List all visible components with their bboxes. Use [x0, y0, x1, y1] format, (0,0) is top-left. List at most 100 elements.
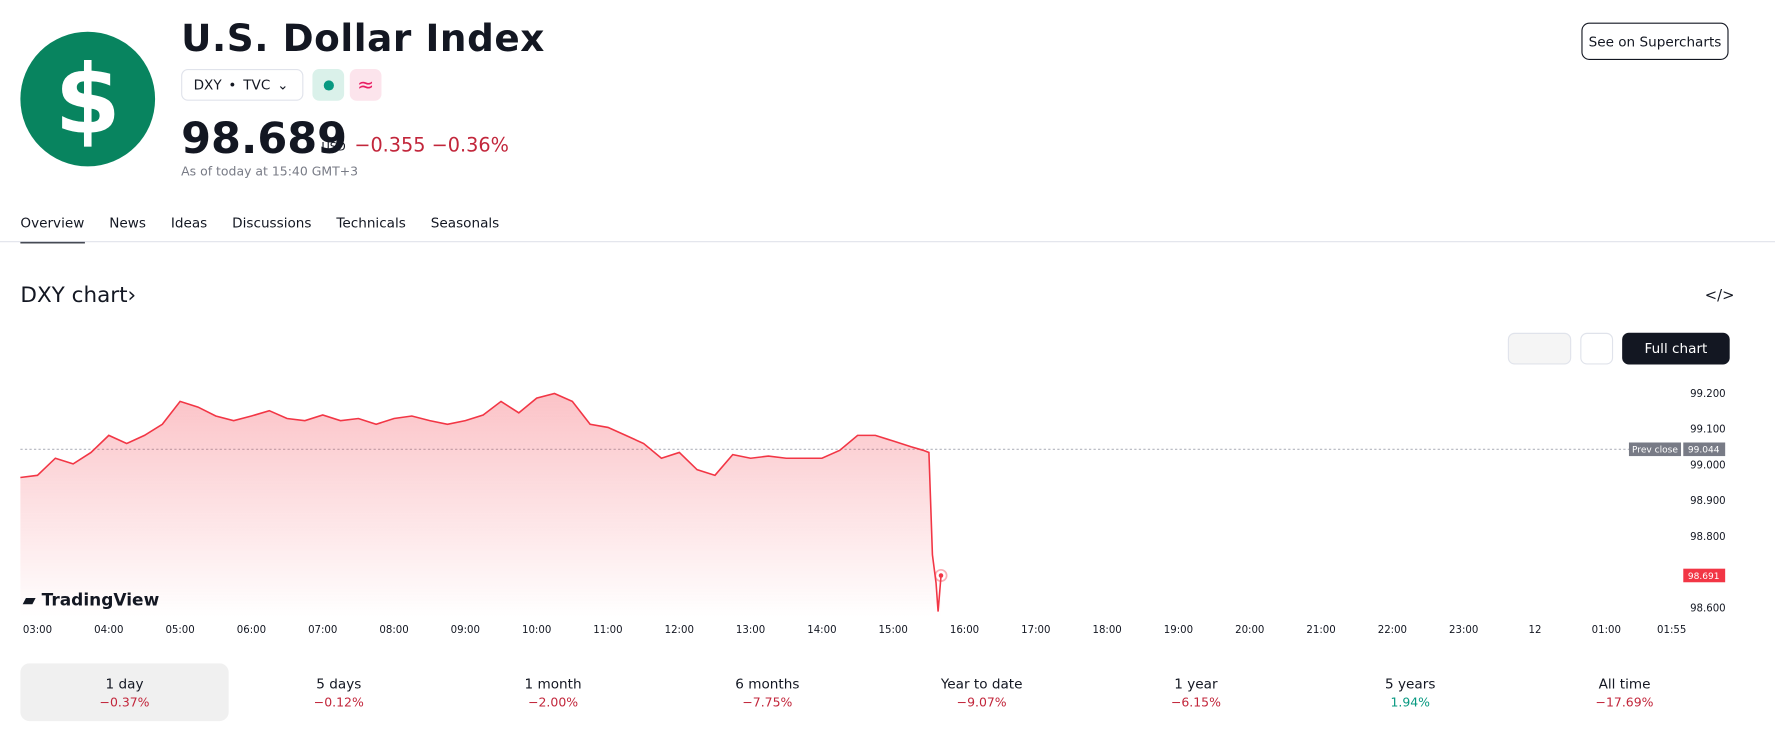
x-tick-label: 16:00: [950, 625, 979, 636]
chevron: ⌄: [277, 76, 289, 93]
chart-title-link[interactable]: DXY chart›: [20, 283, 137, 308]
dot: •: [228, 76, 237, 93]
supercharts-button[interactable]: See on Supercharts: [1581, 22, 1729, 60]
x-tick-label: 03:00: [23, 625, 52, 636]
x-tick-label: 09:00: [451, 625, 480, 636]
x-tick-label: 13:00: [736, 625, 765, 636]
period[interactable]: 6 months −7.75%: [663, 663, 871, 721]
period[interactable]: 1 year −6.15%: [1092, 663, 1300, 721]
period[interactable]: Year to date −9.07%: [878, 663, 1086, 721]
change: −0.355 −0.36%: [354, 135, 509, 158]
x-tick-label: 20:00: [1235, 625, 1264, 636]
market-status[interactable]: [312, 69, 345, 101]
last-point-ring: [934, 568, 948, 582]
period-change: −17.69%: [1595, 694, 1654, 710]
period[interactable]: 5 days −0.12%: [235, 663, 443, 721]
period-name: 5 days: [316, 675, 362, 692]
symbol: DXY: [193, 76, 222, 93]
x-tick-label: 22:00: [1378, 625, 1407, 636]
period-change: 1.94%: [1390, 694, 1431, 710]
x-tick-label: 04:00: [94, 625, 123, 636]
period-change: −2.00%: [528, 694, 579, 710]
x-tick-label: 06:00: [237, 625, 266, 636]
logo: $: [20, 31, 156, 167]
y-tick-label: 99.000: [1690, 460, 1726, 471]
x-tick-label: 12:00: [665, 625, 694, 636]
y-tick-label: 98.600: [1690, 603, 1726, 614]
full-chart-button[interactable]: Full chart: [1622, 332, 1730, 365]
tab[interactable]: Overview: [20, 215, 85, 244]
period[interactable]: All time −17.69%: [1520, 663, 1728, 721]
period-name: 5 years: [1385, 675, 1436, 692]
tab[interactable]: Discussions: [232, 215, 312, 231]
full-chart-label: Full chart: [1644, 340, 1708, 357]
prev-close-box: [1628, 442, 1682, 457]
snapshot-button[interactable]: [1580, 332, 1614, 365]
period[interactable]: 5 years 1.94%: [1306, 663, 1514, 721]
chart-type-toggle[interactable]: [1507, 332, 1572, 365]
status-dot: [323, 79, 334, 90]
x-tick-label: 18:00: [1092, 625, 1121, 636]
x-tick-label: 01:00: [1592, 625, 1621, 636]
y-tick-label: 99.100: [1690, 425, 1726, 436]
period[interactable]: 1 day −0.37%: [20, 663, 229, 722]
tab[interactable]: News: [109, 215, 146, 231]
x-tick-label: 10:00: [522, 625, 551, 636]
y-tick-label: 98.800: [1690, 532, 1726, 543]
period-name: 6 months: [735, 675, 800, 692]
period-name: 1 month: [524, 675, 582, 692]
x-tick-label: 07:00: [308, 625, 337, 636]
last-price-box: [1683, 568, 1726, 583]
x-tick-label: 21:00: [1306, 625, 1335, 636]
currency: USD: [321, 141, 346, 154]
period-change: −7.75%: [742, 694, 793, 710]
change-abs: −0.355: [354, 134, 426, 158]
area: [20, 393, 942, 617]
prev-close-value: 99.044: [1688, 446, 1720, 456]
divider: [0, 241, 1775, 243]
last-point: [938, 573, 944, 578]
y-tick-label: 98.900: [1690, 496, 1726, 507]
tab[interactable]: Technicals: [336, 215, 406, 231]
exchange: TVC: [243, 76, 271, 93]
period-change: −0.37%: [99, 694, 150, 710]
x-tick-label: 05:00: [165, 625, 194, 636]
prev-close-label: Prev close: [1632, 446, 1678, 456]
price: 98.689: [181, 113, 348, 164]
y-tick-label: 99.200: [1690, 389, 1726, 400]
x-tick-label: 15:00: [879, 625, 908, 636]
period-name: All time: [1598, 675, 1651, 692]
chart-title: DXY chart: [20, 283, 128, 308]
title: U.S. Dollar Index: [181, 15, 545, 60]
change-pct: −0.36%: [431, 134, 509, 158]
period[interactable]: 1 month −2.00%: [449, 663, 657, 721]
period-change: −0.12%: [313, 694, 364, 710]
x-tick-label: 01:55: [1657, 625, 1686, 636]
embed-icon[interactable]: </>: [1704, 287, 1735, 305]
x-tick-label: 17:00: [1021, 625, 1050, 636]
x-tick-label: 12: [1529, 625, 1542, 636]
watermark: ▰ TradingView: [22, 589, 160, 611]
period-name: Year to date: [940, 675, 1023, 692]
timestamp: As of today at 15:40 GMT+3: [181, 164, 359, 179]
watermark-text: TradingView: [41, 589, 160, 611]
price-line: [20, 392, 942, 612]
tabs: Overview News Ideas Discussions Technicals Se…: [20, 215, 500, 244]
prev-close-value-box: [1683, 442, 1726, 457]
derived-icon[interactable]: ≈: [349, 69, 382, 101]
period-change: −9.07%: [956, 694, 1007, 710]
period-change: −6.15%: [1170, 694, 1221, 710]
x-tick-label: 14:00: [807, 625, 836, 636]
period-name: 1 year: [1174, 675, 1218, 692]
x-tick-label: 08:00: [379, 625, 408, 636]
x-tick-label: 23:00: [1449, 625, 1478, 636]
last-price-label: 98.691: [1688, 572, 1720, 582]
tab[interactable]: Seasonals: [430, 215, 500, 231]
symbol-chip[interactable]: DXY • TVC ⌄: [181, 69, 304, 101]
x-tick-label: 11:00: [593, 625, 622, 636]
tab[interactable]: Ideas: [170, 215, 208, 231]
x-tick-label: 19:00: [1164, 625, 1193, 636]
